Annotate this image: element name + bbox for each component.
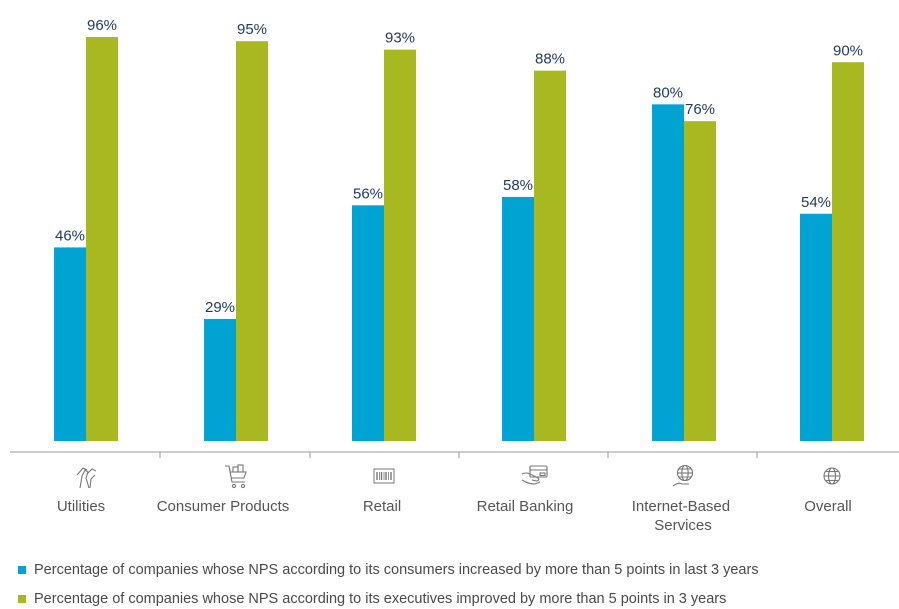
category-label-retail-banking: Retail Banking <box>477 498 574 515</box>
category-label-overall: Overall <box>804 498 852 515</box>
utilities-icon <box>76 467 97 489</box>
value-label-utilities-executives: 96% <box>87 17 117 34</box>
value-label-internet-based-services-consumers: 80% <box>653 84 683 101</box>
bar-overall-executives <box>832 62 864 441</box>
value-label-retail-banking-executives: 88% <box>535 51 565 68</box>
value-label-consumer-products-consumers: 29% <box>205 299 235 316</box>
bar-utilities-consumers <box>54 247 86 441</box>
shopping-cart-icon <box>225 464 247 489</box>
bar-consumer-products-consumers <box>204 318 236 441</box>
legend-label-consumers: Percentage of companies whose NPS accord… <box>34 562 759 578</box>
value-label-retail-executives: 93% <box>385 30 415 47</box>
legend: Percentage of companies whose NPS accord… <box>18 560 899 609</box>
bar-internet-based-services-executives <box>684 121 716 442</box>
value-label-utilities-consumers: 46% <box>55 227 85 244</box>
legend-item-executives: Percentage of companies whose NPS accord… <box>18 589 899 609</box>
bar-utilities-executives <box>86 37 118 441</box>
bar-consumer-products-executives <box>236 41 268 441</box>
globe-hand-icon <box>672 464 694 487</box>
barcode-icon <box>373 468 395 484</box>
credit-card-icon <box>521 465 548 485</box>
value-label-retail-consumers: 56% <box>353 185 383 202</box>
value-labels-group: 46% 96% 29% 95% 56% 93% 58% 88% 80%76% 54% 90% <box>55 17 863 316</box>
bars-group <box>54 37 864 442</box>
bar-retail-banking-executives <box>534 70 566 442</box>
bar-retail-consumers <box>352 205 384 441</box>
legend-label-executives: Percentage of companies whose NPS accord… <box>34 591 727 607</box>
bar-retail-executives <box>384 49 416 441</box>
legend-item-consumers: Percentage of companies whose NPS accord… <box>18 560 899 580</box>
value-label-retail-banking-consumers: 58% <box>503 177 533 194</box>
bar-internet-based-services-consumers <box>652 104 684 441</box>
value-label-internet-based-services-executives: 76% <box>685 101 715 118</box>
value-label-consumer-products-executives: 95% <box>237 21 267 38</box>
category-label-internet-based-services: Internet-Based Services <box>632 498 735 534</box>
x-axis-ticks <box>159 452 758 458</box>
category-label-utilities: Utilities <box>57 498 105 515</box>
globe-icon <box>823 467 841 485</box>
bar-retail-banking-consumers <box>502 196 534 441</box>
category-label-retail: Retail <box>363 498 401 515</box>
value-label-overall-consumers: 54% <box>801 194 831 211</box>
value-label-overall-executives: 90% <box>833 42 863 59</box>
legend-swatch-executives <box>18 595 26 603</box>
chart: 46% 96% 29% 95% 56% 93% 58% 88% 80%76% 54% 90% <box>10 17 899 534</box>
legend-swatch-consumers <box>18 566 26 574</box>
category-label-consumer-products: Consumer Products <box>157 498 290 515</box>
bar-overall-consumers <box>800 213 832 441</box>
